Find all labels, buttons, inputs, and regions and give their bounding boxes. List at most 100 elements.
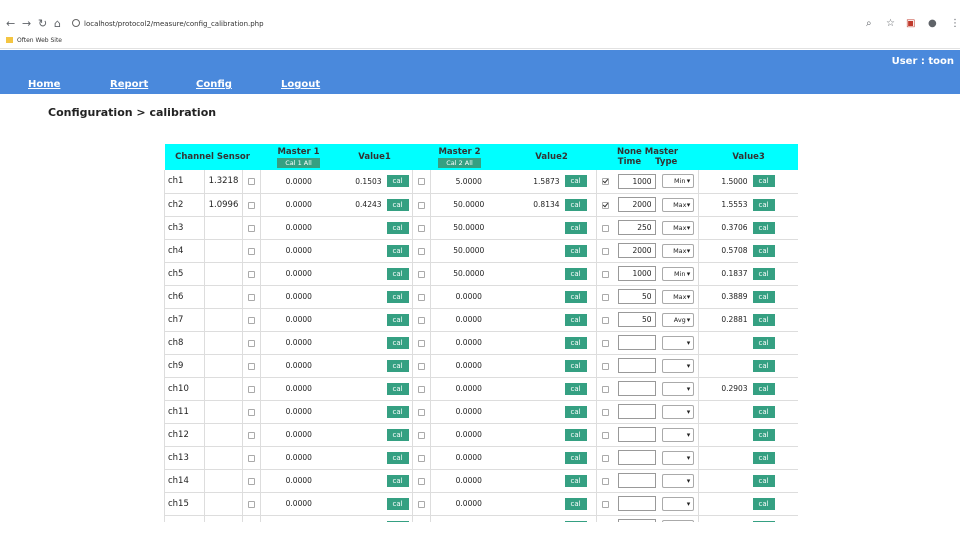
nav-config[interactable]: Config bbox=[196, 79, 232, 90]
master2-checkbox[interactable] bbox=[418, 339, 426, 347]
cal2-button[interactable]: cal bbox=[564, 290, 587, 303]
forward-icon[interactable]: → bbox=[22, 17, 32, 30]
cal1-button[interactable]: cal bbox=[386, 359, 409, 372]
type-select[interactable]: Min bbox=[662, 266, 695, 281]
cal1-button[interactable]: cal bbox=[386, 290, 409, 303]
none-master-checkbox[interactable] bbox=[602, 224, 610, 232]
cal2-button[interactable]: cal bbox=[564, 336, 587, 349]
master1-checkbox[interactable] bbox=[248, 178, 256, 186]
time-input[interactable] bbox=[617, 358, 656, 373]
none-master-checkbox[interactable] bbox=[602, 408, 610, 416]
cal2-button[interactable]: cal bbox=[564, 474, 587, 487]
cal3-button[interactable]: cal bbox=[752, 313, 775, 326]
master2-value[interactable]: 0.0000 bbox=[430, 400, 507, 423]
master2-checkbox[interactable] bbox=[418, 362, 426, 370]
cal1-button[interactable]: cal bbox=[386, 175, 409, 188]
master1-checkbox[interactable] bbox=[248, 270, 256, 278]
time-input[interactable] bbox=[617, 519, 656, 522]
master1-value[interactable]: 0.0000 bbox=[260, 216, 337, 239]
master1-checkbox[interactable] bbox=[248, 500, 256, 508]
time-input[interactable]: 50 bbox=[617, 289, 656, 304]
master2-checkbox[interactable] bbox=[418, 500, 426, 508]
type-select[interactable]: Max bbox=[662, 289, 695, 304]
cal1-button[interactable]: cal bbox=[386, 520, 409, 522]
master2-checkbox[interactable] bbox=[418, 477, 426, 485]
cal2-button[interactable]: cal bbox=[564, 198, 587, 211]
master2-value[interactable]: 0.0000 bbox=[430, 331, 507, 354]
cal2-button[interactable]: cal bbox=[564, 359, 587, 372]
cal3-button[interactable]: cal bbox=[752, 244, 775, 257]
cal2-button[interactable]: cal bbox=[564, 313, 587, 326]
master2-value[interactable]: 50.0000 bbox=[430, 193, 507, 216]
master2-checkbox[interactable] bbox=[418, 316, 426, 324]
master2-value[interactable]: 50.0000 bbox=[430, 239, 507, 262]
master1-value[interactable]: 0.0000 bbox=[260, 492, 337, 515]
master1-value[interactable]: 0.0000 bbox=[260, 423, 337, 446]
cal2-button[interactable]: cal bbox=[564, 497, 587, 510]
time-input[interactable] bbox=[617, 473, 656, 488]
type-select[interactable] bbox=[662, 381, 695, 396]
cal2-all-button[interactable]: Cal 2 All bbox=[438, 157, 481, 168]
type-select[interactable] bbox=[662, 496, 695, 511]
star-icon[interactable]: ☆ bbox=[886, 18, 895, 29]
master2-value[interactable]: 0.0000 bbox=[430, 285, 507, 308]
cal2-button[interactable]: cal bbox=[564, 221, 587, 234]
cal3-button[interactable]: cal bbox=[752, 221, 775, 234]
master2-value[interactable]: 0.0000 bbox=[430, 469, 507, 492]
master2-value[interactable]: 0.0000 bbox=[430, 377, 507, 400]
cal1-button[interactable]: cal bbox=[386, 336, 409, 349]
master1-checkbox[interactable] bbox=[248, 293, 256, 301]
cal3-button[interactable]: cal bbox=[752, 336, 775, 349]
none-master-checkbox[interactable] bbox=[602, 454, 610, 462]
cal3-button[interactable]: cal bbox=[752, 198, 775, 211]
nav-logout[interactable]: Logout bbox=[281, 79, 321, 90]
zoom-icon[interactable]: ⌕ bbox=[866, 18, 872, 29]
master1-value[interactable]: 0.0000 bbox=[260, 469, 337, 492]
cal2-button[interactable]: cal bbox=[564, 244, 587, 257]
cal3-button[interactable]: cal bbox=[752, 290, 775, 303]
time-input[interactable]: 2000 bbox=[617, 197, 656, 212]
time-input[interactable] bbox=[617, 335, 656, 350]
cal1-button[interactable]: cal bbox=[386, 428, 409, 441]
master2-value[interactable]: 0.0000 bbox=[430, 308, 507, 331]
cal3-button[interactable]: cal bbox=[752, 428, 775, 441]
master1-checkbox[interactable] bbox=[248, 247, 256, 255]
profile-icon[interactable]: ● bbox=[928, 18, 937, 29]
time-input[interactable]: 1000 bbox=[617, 266, 656, 281]
bookmark-item[interactable]: Often Web Site bbox=[6, 36, 62, 46]
master2-value[interactable]: 0.0000 bbox=[430, 423, 507, 446]
cal1-button[interactable]: cal bbox=[386, 451, 409, 464]
type-select[interactable] bbox=[662, 427, 695, 442]
time-input[interactable] bbox=[617, 427, 656, 442]
master1-checkbox[interactable] bbox=[248, 431, 256, 439]
cal3-button[interactable]: cal bbox=[752, 520, 775, 522]
master1-value[interactable]: 0.0000 bbox=[260, 377, 337, 400]
none-master-checkbox[interactable] bbox=[602, 477, 610, 485]
none-master-checkbox[interactable] bbox=[602, 178, 610, 186]
cal3-button[interactable]: cal bbox=[752, 497, 775, 510]
cal1-button[interactable]: cal bbox=[386, 405, 409, 418]
master1-checkbox[interactable] bbox=[248, 339, 256, 347]
time-input[interactable]: 50 bbox=[617, 312, 656, 327]
none-master-checkbox[interactable] bbox=[602, 201, 610, 209]
type-select[interactable] bbox=[662, 473, 695, 488]
master1-value[interactable]: 0.0000 bbox=[260, 308, 337, 331]
master2-value[interactable]: 50.0000 bbox=[430, 262, 507, 285]
master1-checkbox[interactable] bbox=[248, 454, 256, 462]
none-master-checkbox[interactable] bbox=[602, 339, 610, 347]
master2-checkbox[interactable] bbox=[418, 293, 426, 301]
master2-value[interactable]: 0.0000 bbox=[430, 515, 507, 522]
master1-value[interactable]: 0.0000 bbox=[260, 285, 337, 308]
cal2-button[interactable]: cal bbox=[564, 520, 587, 522]
master1-checkbox[interactable] bbox=[248, 477, 256, 485]
master1-value[interactable]: 0.0000 bbox=[260, 354, 337, 377]
menu-icon[interactable]: ⋮ bbox=[950, 18, 960, 29]
cal1-button[interactable]: cal bbox=[386, 198, 409, 211]
time-input[interactable]: 250 bbox=[617, 220, 656, 235]
cal3-button[interactable]: cal bbox=[752, 382, 775, 395]
master2-checkbox[interactable] bbox=[418, 454, 426, 462]
reload-icon[interactable]: ↻ bbox=[38, 17, 48, 30]
master1-checkbox[interactable] bbox=[248, 362, 256, 370]
type-select[interactable]: Max bbox=[662, 220, 695, 235]
master2-checkbox[interactable] bbox=[418, 385, 426, 393]
